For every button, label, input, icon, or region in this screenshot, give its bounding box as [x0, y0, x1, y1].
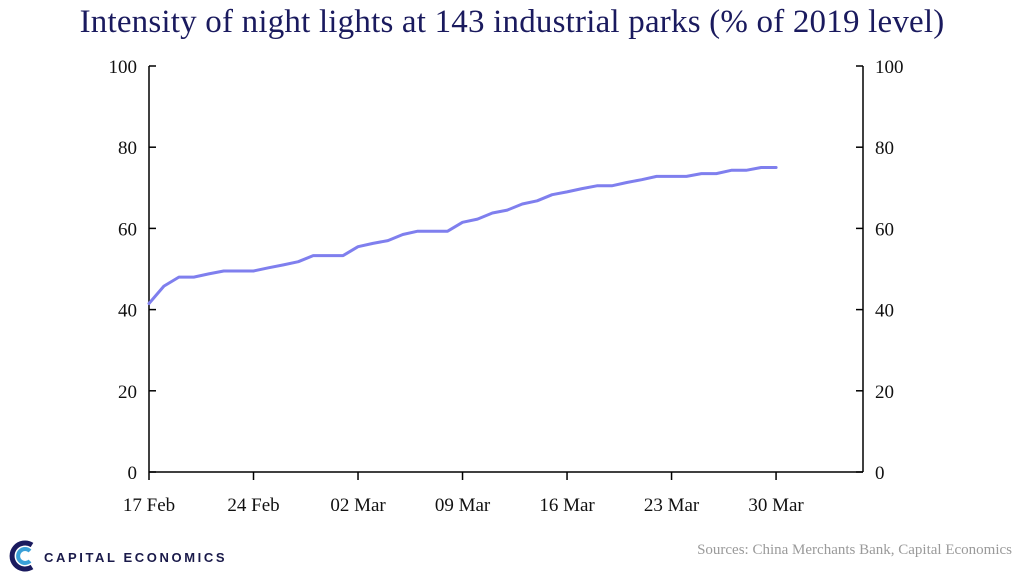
y-tick-label-left: 20	[118, 382, 137, 403]
x-tick-label: 24 Feb	[227, 495, 279, 516]
x-tick-label: 02 Mar	[330, 495, 386, 516]
x-tick-label: 30 Mar	[748, 495, 804, 516]
y-tick-label-right: 100	[875, 57, 904, 78]
y-tick-label-left: 40	[118, 301, 137, 322]
capital-economics-c-icon	[9, 540, 34, 572]
chart-title: Intensity of night lights at 143 industr…	[79, 4, 945, 40]
logo-text: CAPITAL ECONOMICS	[44, 550, 228, 565]
y-tick-label-left: 0	[128, 463, 138, 484]
x-tick-label: 23 Mar	[644, 495, 700, 516]
y-tick-label-left: 80	[118, 138, 137, 159]
y-tick-label-right: 60	[875, 219, 894, 240]
y-tick-label-left: 100	[109, 57, 138, 78]
x-tick-label: 09 Mar	[435, 495, 491, 516]
chart-axes	[148, 66, 864, 473]
y-tick-label-right: 0	[875, 463, 885, 484]
series-line	[147, 166, 778, 305]
x-tick-label: 17 Feb	[123, 495, 175, 516]
y-tick-label-right: 40	[875, 301, 894, 322]
x-tick-label: 16 Mar	[539, 495, 595, 516]
chart-ticks	[148, 65, 863, 480]
logo: CAPITAL ECONOMICS	[6, 537, 236, 577]
y-tick-label-right: 20	[875, 382, 894, 403]
sources-note: Sources: China Merchants Bank, Capital E…	[697, 542, 1012, 558]
y-tick-label-left: 60	[118, 219, 137, 240]
series-group	[147, 166, 778, 305]
y-tick-label-right: 80	[875, 138, 894, 159]
tick-labels: 0 0 20 20 40 40 60 60 80 80 100 100 17 Feb 24 Feb 02 M…	[109, 57, 904, 516]
